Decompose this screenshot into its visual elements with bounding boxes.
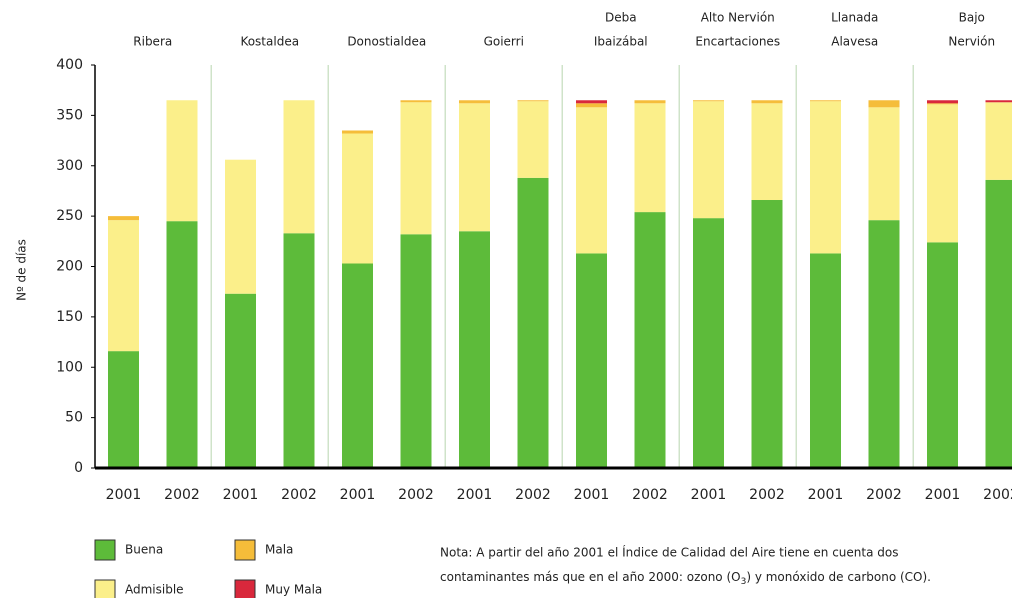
bar-segment bbox=[518, 178, 549, 468]
legend-label: Muy Mala bbox=[265, 583, 322, 597]
group-label: Nervión bbox=[948, 35, 995, 49]
bar-segment bbox=[518, 100, 549, 101]
bar-segment bbox=[635, 212, 666, 468]
group-label: Goierri bbox=[484, 35, 524, 49]
bar-segment bbox=[693, 100, 724, 101]
bar-segment bbox=[576, 103, 607, 107]
legend-label: Buena bbox=[125, 543, 163, 557]
note-text: contaminantes más que en el año 2000: oz… bbox=[440, 570, 741, 584]
group-label: Alto Nervión bbox=[701, 11, 775, 25]
bar-segment bbox=[576, 100, 607, 103]
group-label: Donostialdea bbox=[347, 35, 426, 49]
bar-segment bbox=[869, 100, 900, 107]
group-label: Ribera bbox=[133, 35, 172, 49]
bar-segment bbox=[986, 102, 1012, 180]
x-tick-label: 2001 bbox=[925, 487, 961, 503]
x-tick-label: 2001 bbox=[340, 487, 376, 503]
bar-segment bbox=[459, 100, 490, 103]
group-label: Bajo bbox=[959, 11, 985, 25]
legend-swatch bbox=[235, 580, 255, 598]
y-tick-label: 0 bbox=[74, 460, 83, 476]
bar-segment bbox=[108, 220, 139, 351]
bar-segment bbox=[810, 101, 841, 253]
bar-segment bbox=[927, 103, 958, 104]
group-label: Alavesa bbox=[831, 35, 878, 49]
bar-segment bbox=[693, 218, 724, 468]
x-tick-label: 2002 bbox=[281, 487, 317, 503]
x-tick-label: 2002 bbox=[515, 487, 551, 503]
x-tick-label: 2001 bbox=[457, 487, 493, 503]
bar-segment bbox=[752, 103, 783, 200]
y-tick-label: 150 bbox=[56, 309, 83, 325]
y-axis-label: Nº de días bbox=[15, 239, 29, 301]
bar-segment bbox=[225, 294, 256, 468]
bar-segment bbox=[342, 263, 373, 468]
y-tick-label: 250 bbox=[56, 208, 83, 224]
bar-segment bbox=[635, 103, 666, 212]
bar-segment bbox=[986, 180, 1012, 468]
bar-segment bbox=[401, 100, 432, 102]
bar-segment bbox=[108, 216, 139, 220]
bar-segment bbox=[927, 104, 958, 242]
legend-swatch bbox=[235, 540, 255, 560]
bar-segment bbox=[401, 102, 432, 234]
bar-segment bbox=[576, 253, 607, 468]
group-label: Ibaizábal bbox=[594, 35, 648, 49]
group-label: Kostaldea bbox=[240, 35, 299, 49]
group-label: Deba bbox=[605, 11, 637, 25]
x-tick-label: 2002 bbox=[983, 487, 1012, 503]
x-tick-label: 2001 bbox=[691, 487, 727, 503]
legend-label: Mala bbox=[265, 543, 293, 557]
bar-segment bbox=[459, 231, 490, 468]
bar-segment bbox=[342, 134, 373, 264]
legend-swatch bbox=[95, 540, 115, 560]
note-text: ) y monóxido de carbono (CO). bbox=[746, 570, 931, 584]
x-tick-label: 2002 bbox=[164, 487, 200, 503]
y-tick-label: 200 bbox=[56, 259, 83, 275]
bar-segment bbox=[635, 100, 666, 103]
x-tick-label: 2002 bbox=[749, 487, 785, 503]
x-tick-label: 2002 bbox=[398, 487, 434, 503]
bar-segment bbox=[284, 233, 315, 468]
y-tick-label: 350 bbox=[56, 107, 83, 123]
y-tick-label: 300 bbox=[56, 158, 83, 174]
x-tick-label: 2001 bbox=[223, 487, 259, 503]
bar-segment bbox=[225, 160, 256, 294]
bar-segment bbox=[693, 101, 724, 218]
legend-swatch bbox=[95, 580, 115, 598]
bar-segment bbox=[752, 200, 783, 468]
bar-segment bbox=[810, 253, 841, 468]
x-tick-label: 2002 bbox=[866, 487, 902, 503]
bar-segment bbox=[927, 242, 958, 468]
note-line: contaminantes más que en el año 2000: oz… bbox=[440, 570, 931, 587]
y-tick-label: 400 bbox=[56, 57, 83, 73]
bar-segment bbox=[342, 130, 373, 133]
bar-segment bbox=[752, 100, 783, 103]
legend-label: Admisible bbox=[125, 583, 184, 597]
bar-segment bbox=[167, 100, 198, 221]
y-tick-label: 50 bbox=[65, 410, 83, 426]
bar-segment bbox=[810, 100, 841, 101]
bar-segment bbox=[869, 220, 900, 468]
bar-segment bbox=[401, 234, 432, 468]
x-tick-label: 2001 bbox=[808, 487, 844, 503]
bar-segment bbox=[986, 100, 1012, 102]
bar-segment bbox=[284, 100, 315, 233]
x-tick-label: 2001 bbox=[106, 487, 142, 503]
group-label: Llanada bbox=[831, 11, 878, 25]
bar-segment bbox=[927, 100, 958, 103]
x-tick-label: 2001 bbox=[574, 487, 610, 503]
group-label: Encartaciones bbox=[695, 35, 780, 49]
bar-segment bbox=[108, 351, 139, 468]
x-tick-label: 2002 bbox=[632, 487, 668, 503]
bar-segment bbox=[518, 101, 549, 178]
bar-segment bbox=[459, 103, 490, 231]
y-tick-label: 100 bbox=[56, 359, 83, 375]
note-line: Nota: A partir del año 2001 el Índice de… bbox=[440, 545, 898, 560]
bar-segment bbox=[576, 107, 607, 253]
bar-segment bbox=[167, 221, 198, 468]
bar-segment bbox=[869, 107, 900, 220]
